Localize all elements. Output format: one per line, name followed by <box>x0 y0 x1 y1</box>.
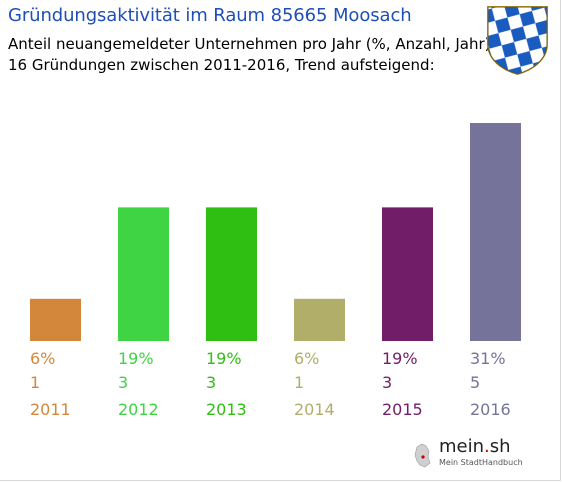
count-label-2011: 1 <box>30 373 40 392</box>
count-label-2015: 3 <box>382 373 392 392</box>
chart-summary: 16 Gründungen zwischen 2011-2016, Trend … <box>8 56 435 74</box>
count-label-2013: 3 <box>206 373 216 392</box>
percent-label-2013: 19% <box>206 349 242 368</box>
year-label-2012: 2012 <box>118 400 159 419</box>
percent-label-2016: 31% <box>470 349 506 368</box>
bavarian-lozenge-crest-icon <box>487 6 548 75</box>
bar-2015 <box>382 207 433 341</box>
year-label-2011: 2011 <box>30 400 71 419</box>
year-label-2016: 2016 <box>470 400 511 419</box>
year-label-2014: 2014 <box>294 400 335 419</box>
brand-tagline: Mein StadtHandbuch <box>439 458 523 467</box>
count-label-2014: 1 <box>294 373 304 392</box>
bar-2012 <box>118 207 169 341</box>
count-label-2012: 3 <box>118 373 128 392</box>
percent-label-2011: 6% <box>30 349 55 368</box>
mein-sh-logo <box>414 443 431 468</box>
bar-2014 <box>294 298 345 341</box>
bar-2016 <box>470 123 521 341</box>
chart-subtitle: Anteil neuangemeldeter Unternehmen pro J… <box>8 35 491 53</box>
count-label-2016: 5 <box>470 373 480 392</box>
bar-2011 <box>30 298 81 341</box>
year-label-2013: 2013 <box>206 400 247 419</box>
brand-name: mein.sh <box>439 436 511 457</box>
bar-2013 <box>206 207 257 341</box>
percent-label-2012: 19% <box>118 349 154 368</box>
chart-title: Gründungsaktivität im Raum 85665 Moosach <box>8 5 412 26</box>
percent-label-2014: 6% <box>294 349 319 368</box>
percent-label-2015: 19% <box>382 349 418 368</box>
year-label-2015: 2015 <box>382 400 423 419</box>
